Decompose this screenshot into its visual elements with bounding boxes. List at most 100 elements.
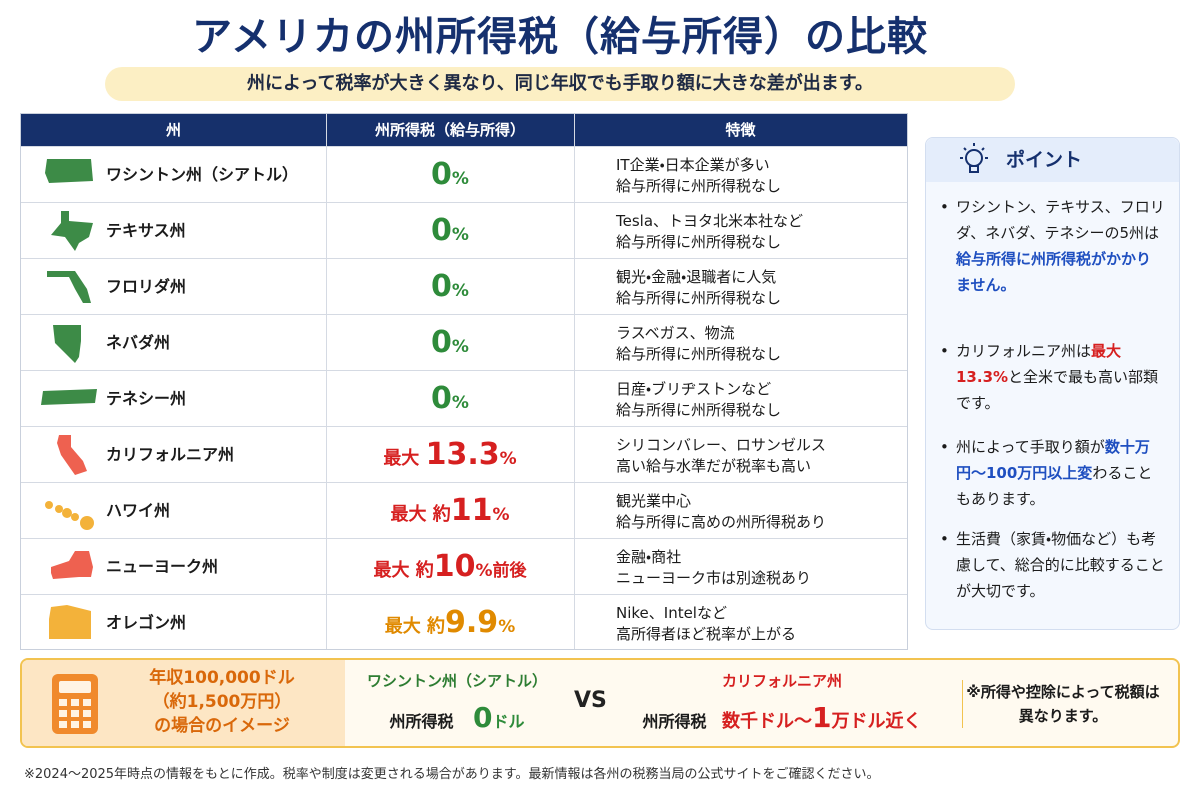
feature-line: 金融・商社 (616, 548, 682, 566)
column-header: 特徴 (574, 114, 907, 146)
point-text: わることもあります。 (956, 464, 1153, 508)
state-shape (47, 271, 91, 303)
right-case: カリフォルニア州 州所得税 数千ドル〜1万ドル近く (622, 670, 942, 734)
table-row: ネバダ州 0% ラスベガス、物流給与所得に州所得税なし (21, 314, 907, 371)
feature-line: 給与所得に州所得税なし (616, 233, 782, 251)
tax-rate: 0% (326, 315, 574, 371)
features: IT企業・日本企業が多い 給与所得に州所得税なし (616, 155, 781, 197)
rate-prefix: 最大 (383, 448, 426, 469)
feature-line: 高い給与水準だが税率も高い (616, 457, 812, 475)
calculator-icon (52, 674, 98, 734)
state-name: ハワイ州 (106, 501, 171, 520)
state-icon (49, 605, 91, 639)
case-line: 年収100,000ドル (149, 668, 295, 688)
point-text: 給与所得に州所得税がかかりません。 (956, 250, 1152, 294)
point-item: 州によって手取り額が数十万円〜100万円以上変わることもあります。 (940, 434, 1165, 512)
column-header: 州所得税（給与所得） (326, 114, 574, 146)
column-divider (326, 114, 327, 649)
state-shape (51, 211, 93, 251)
rate-number: 10 (433, 549, 476, 584)
comparison-box: 年収100,000ドル （約1,500万円） の場合のイメージ ワシントン州（シアト… (20, 658, 1180, 748)
state-name: オレゴン州 (106, 613, 187, 632)
state-icon (51, 551, 93, 579)
tax-rate: 最大 約10%前後 (326, 539, 574, 595)
feature-line: シリコンバレー、ロサンゼルス (616, 436, 826, 454)
subtitle: 州によって税率が大きく異なり、同じ年収でも手取り額に大きな差が出ます。 (105, 67, 1015, 101)
title: アメリカの州所得税（給与所得）の比較 (192, 14, 928, 60)
feature-line: 観光・金融・退職者に人気 (616, 268, 777, 286)
feature-line: 日産・ブリヂストンなど (616, 380, 772, 398)
state-shape (41, 389, 97, 405)
right-unit: 万ドル近く (831, 711, 922, 732)
features: 観光業中心 給与所得に高めの州所得税あり (616, 491, 826, 533)
state-icon (45, 159, 93, 183)
table-row: オレゴン州 最大 約9.9% Nike、Intelなど 高所得者ほど税率が上がる (21, 594, 907, 651)
island (80, 516, 94, 530)
state-shape (57, 435, 87, 475)
state-shape (45, 159, 93, 183)
feature-line: 給与所得に州所得税なし (616, 401, 782, 419)
right-amount: 1 (812, 701, 832, 734)
points-title: ポイント (1006, 149, 1083, 171)
table-row: カリフォルニア州 最大 13.3% シリコンバレー、ロサンゼルス 高い給与水準だが税率… (21, 426, 907, 483)
features: シリコンバレー、ロサンゼルス 高い給与水準だが税率も高い (616, 435, 826, 477)
points-panel: ポイント ワシントン、テキサス、フロリダ、ネバダ、テネシーの5州は給与所得に州所… (925, 137, 1180, 630)
vs: VS (574, 688, 607, 713)
comparison-note: ※所得や控除によって税額は異なります。 (962, 680, 1163, 728)
right-state: カリフォルニア州 (721, 672, 842, 690)
features: 金融・商社 ニューヨーク市は別途税あり (616, 547, 811, 589)
island (62, 508, 72, 518)
island (45, 501, 53, 509)
rate-number: 0 (431, 381, 452, 416)
state-name: ネバダ州 (106, 333, 171, 352)
state-shape (51, 551, 93, 579)
state-name: ワシントン州（シアトル） (106, 165, 299, 184)
case-line: （約1,500万円） (152, 692, 292, 712)
bulb-icon (960, 143, 988, 173)
point-text: 生活費（家賃・物価など）も考慮して、総合的に比較することが大切です。 (956, 530, 1165, 600)
tax-rate: 0% (326, 259, 574, 315)
state-shape (49, 605, 91, 639)
column-header: 州 (21, 114, 326, 146)
point-text: 州によって手取り額が (956, 438, 1105, 456)
point-item: カリフォルニア州は最大13.3%と全米で最も高い部類です。 (940, 338, 1165, 416)
tax-table: 州州所得税（給与所得） 特徴ワシントン州（シアトル） 0% IT企業・日本企業が多い給… (20, 113, 908, 650)
tax-rate: 最大 13.3% (326, 427, 574, 483)
point-text: ワシントン、テキサス、フロリダ、ネバダ、テネシーの5州は (956, 198, 1165, 242)
state-name: フロリダ州 (106, 277, 187, 296)
features: 日産・ブリヂストンなど 給与所得に州所得税なし (616, 379, 781, 421)
point-item: 生活費（家賃・物価など）も考慮して、総合的に比較することが大切です。 (940, 526, 1165, 604)
tax-rate: 最大 約11% (326, 483, 574, 539)
state-name: テネシー州 (106, 389, 187, 408)
table-row: フロリダ州 0% 観光・金融・退職者に人気 給与所得に州所得税なし (21, 258, 907, 315)
rate-unit: % (451, 169, 469, 189)
rate-number: 0 (431, 269, 452, 304)
point-item: ワシントン、テキサス、フロリダ、ネバダ、テネシーの5州は給与所得に州所得税がかか… (940, 194, 1165, 298)
point-text: と全米で最も高い部類です。 (956, 368, 1159, 412)
table-row: ワシントン州（シアトル） 0% IT企業・日本企業が多い 給与所得に州所得税なし (21, 146, 907, 203)
rate-prefix: 最大 約 (390, 504, 451, 525)
rate-unit: % (499, 449, 517, 469)
table-row: テキサス州 0% Tesla、トヨタ北米本社など 給与所得に州所得税なし (21, 202, 907, 259)
rate-number: 13.3 (425, 437, 500, 472)
feature-line: 給与所得に州所得税なし (616, 345, 782, 363)
table-row: テネシー州 0% 日産・ブリヂストンなど 給与所得に州所得税なし (21, 370, 907, 427)
rate-unit: % (451, 337, 469, 357)
right-label: 州所得税 (642, 712, 707, 731)
case-label: 年収100,000ドル （約1,500万円） の場合のイメージ (112, 666, 332, 738)
state-shape (53, 325, 81, 363)
right-amount-prefix: 数千ドル〜 (722, 711, 813, 732)
state-name: ニューヨーク州 (106, 557, 219, 576)
state-icon (53, 325, 81, 363)
point-text: カリフォルニア州は (956, 342, 1092, 360)
rate-number: 0 (431, 213, 452, 248)
rate-unit: %前後 (475, 561, 527, 581)
feature-line: 給与所得に州所得税なし (616, 177, 782, 195)
rate-number: 11 (450, 493, 493, 528)
rate-unit: % (451, 281, 469, 301)
rate-unit: % (451, 393, 469, 413)
feature-line: ラスベガス、物流 (616, 324, 735, 342)
rate-number: 9.9 (445, 605, 499, 640)
tax-rate: 0% (326, 371, 574, 427)
